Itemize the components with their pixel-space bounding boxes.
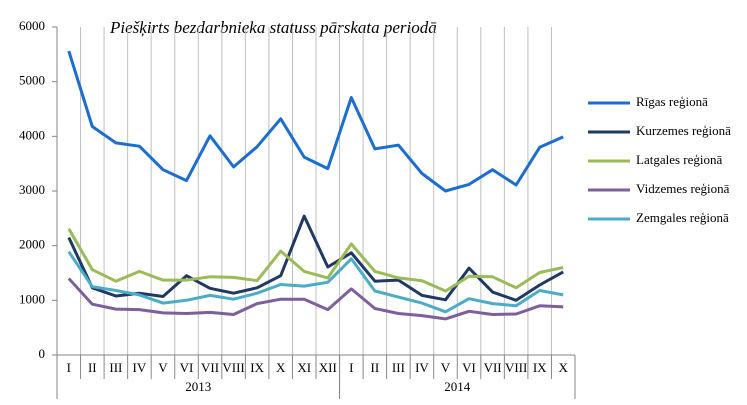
x-tick-label: V	[158, 360, 168, 375]
y-tick-label: 1000	[19, 291, 45, 306]
y-tick-label: 0	[39, 346, 46, 361]
legend-label: Latgales reģionā	[636, 152, 722, 167]
chart-title: Piešķirts bezdarbnieka statuss pārskata …	[109, 18, 437, 37]
x-tick-label: VIII	[222, 360, 244, 375]
y-tick-label: 4000	[19, 127, 45, 142]
x-tick-label: I	[349, 360, 353, 375]
series-line	[67, 227, 564, 293]
x-tick-label: II	[88, 360, 97, 375]
x-tick-label: VII	[484, 360, 502, 375]
group-label: 2014	[444, 379, 471, 394]
x-tick-label: X	[559, 360, 569, 375]
y-tick-label: 5000	[19, 73, 45, 88]
y-tick-label: 3000	[19, 182, 45, 197]
group-label: 2013	[185, 379, 211, 394]
x-tick-label: IX	[250, 360, 264, 375]
x-tick-label: IX	[533, 360, 547, 375]
legend-label: Zemgales reģionā	[636, 210, 729, 225]
series-line	[67, 214, 564, 302]
legend-label: Rīgas reģionā	[636, 94, 708, 109]
x-tick-label: VIII	[505, 360, 527, 375]
x-tick-label: XII	[319, 360, 337, 375]
y-tick-label: 6000	[19, 18, 45, 33]
x-tick-label: VI	[462, 360, 476, 375]
legend-label: Vidzemes reģionā	[636, 181, 730, 196]
series-line	[67, 277, 564, 321]
x-tick-label: III	[109, 360, 122, 375]
x-tick-label: III	[392, 360, 405, 375]
x-tick-label: VI	[180, 360, 194, 375]
series-line	[67, 250, 564, 314]
x-tick-label: XI	[297, 360, 311, 375]
x-tick-label: X	[276, 360, 286, 375]
x-tick-label: VII	[201, 360, 219, 375]
series-line	[67, 50, 564, 193]
x-tick-label: IV	[133, 360, 147, 375]
x-tick-label: IV	[415, 360, 429, 375]
x-tick-label: I	[67, 360, 71, 375]
x-tick-label: V	[441, 360, 451, 375]
legend-label: Kurzemes reģionā	[636, 123, 731, 138]
y-tick-label: 2000	[19, 237, 45, 252]
x-tick-label: II	[371, 360, 380, 375]
